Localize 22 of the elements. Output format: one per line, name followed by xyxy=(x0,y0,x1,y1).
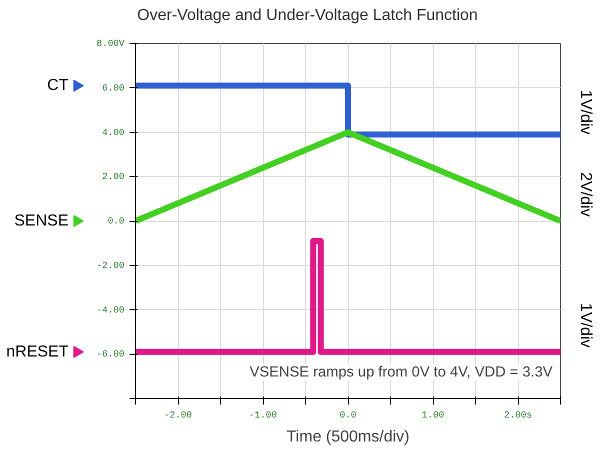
annotation: VSENSE ramps up from 0V to 4V, VDD = 3.3V xyxy=(250,364,553,380)
y-tick-label: 2.00 xyxy=(102,170,125,182)
text: 2V/div xyxy=(577,172,594,216)
y-tick-label: -2.00 xyxy=(96,260,125,271)
y-tick-label: -6.00 xyxy=(96,348,125,360)
x-tick-label: 2.00s xyxy=(504,409,532,420)
x-tick-label: 0.0 xyxy=(340,409,357,420)
y-tick-label: 4.00 xyxy=(102,126,125,138)
chart-title: Over-Voltage and Under-Voltage Latch Function xyxy=(137,6,478,26)
y-tick-label: 8.00V xyxy=(96,38,125,49)
x-tick-label: -1.00 xyxy=(249,409,278,420)
legend-label: nRESET xyxy=(6,343,69,360)
legend-label: SENSE xyxy=(14,212,69,230)
x-tick-label: 1.00 xyxy=(422,409,445,420)
x-tick-label: -2.00 xyxy=(164,409,192,420)
y-tick-label: -4.00 xyxy=(96,304,125,316)
text: 1V/div xyxy=(577,302,594,348)
y-tick-label: 0.0 xyxy=(108,215,125,226)
text: 1V/div xyxy=(577,90,594,134)
y-tick-label: 6.00 xyxy=(102,82,125,94)
legend-label: CT xyxy=(47,77,69,94)
x-axis-title: Time (500ms/div) xyxy=(286,428,410,446)
